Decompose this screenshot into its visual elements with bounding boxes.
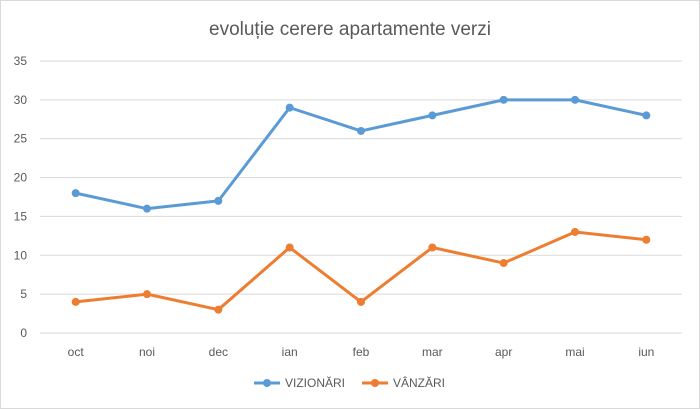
data-point (71, 189, 80, 198)
data-point (428, 243, 437, 252)
x-tick-label: feb (353, 345, 370, 359)
series-layer (71, 95, 651, 314)
data-point (357, 297, 365, 306)
legend-item: VIZIONĂRI (254, 375, 345, 390)
legend-swatch-marker (263, 379, 271, 387)
x-tick-label: mai (565, 345, 584, 359)
y-tick-label: 0 (20, 326, 27, 340)
x-tick-label: ian (282, 345, 298, 359)
y-tick-label: 25 (14, 132, 28, 146)
x-tick-label: noi (139, 345, 155, 359)
x-tick-label: oct (68, 345, 85, 359)
data-point (357, 126, 365, 135)
data-point (143, 204, 151, 213)
x-tick-label: iun (638, 345, 654, 359)
data-point (214, 196, 223, 205)
y-tick-label: 10 (14, 248, 28, 262)
data-point (428, 111, 437, 120)
x-tick-label: dec (209, 345, 228, 359)
y-axis-ticks: 0 5 10 15 20 25 30 35 (14, 54, 28, 340)
data-point (285, 103, 294, 112)
y-tick-label: 35 (14, 54, 28, 68)
data-point (143, 290, 151, 299)
data-point (571, 227, 579, 236)
data-point (642, 111, 651, 120)
data-point (214, 305, 223, 314)
legend-label: VÂNZĂRI (393, 375, 445, 390)
y-tick-label: 15 (14, 209, 28, 223)
legend-swatch-marker (371, 379, 379, 387)
data-point (571, 95, 579, 104)
chart-title: evoluție cerere apartamente verzi (209, 19, 491, 40)
legend: VIZIONĂRI VÂNZĂRI (254, 375, 445, 390)
data-point (499, 259, 508, 268)
data-point (642, 235, 651, 244)
legend-label: VIZIONĂRI (285, 375, 345, 390)
series-line (74, 98, 648, 211)
y-tick-label: 5 (20, 287, 27, 301)
legend-item: VÂNZĂRI (362, 375, 445, 390)
series-2 (71, 227, 651, 314)
series-1 (71, 95, 651, 213)
data-point (499, 95, 508, 104)
y-tick-label: 20 (14, 171, 28, 185)
y-tick-label: 30 (14, 93, 28, 107)
data-point (285, 243, 294, 252)
x-axis-ticks: oct noi dec ian feb mar apr mai iun (68, 345, 655, 359)
x-tick-label: apr (495, 345, 512, 359)
x-tick-label: mar (422, 345, 443, 359)
data-point (71, 297, 80, 306)
